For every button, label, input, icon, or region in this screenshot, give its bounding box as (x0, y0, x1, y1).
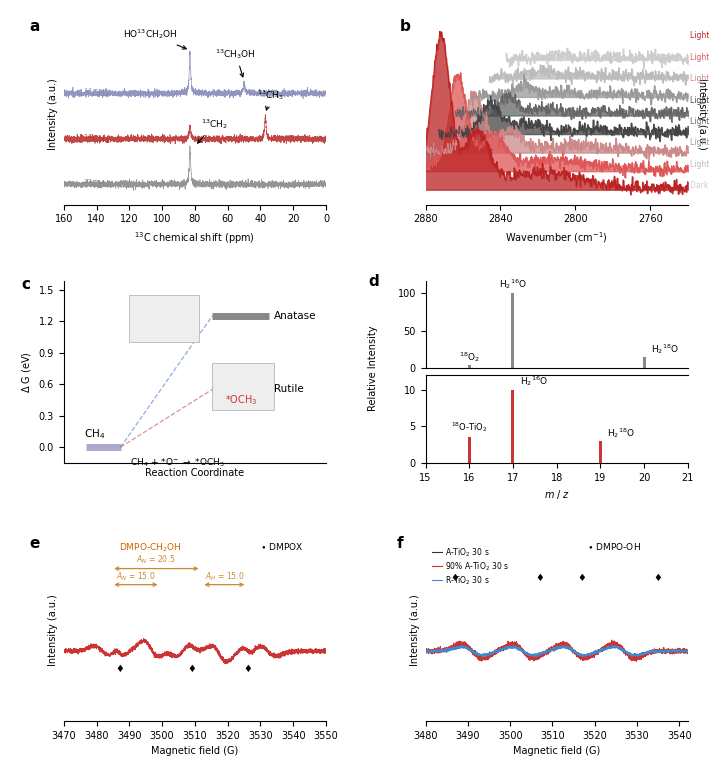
X-axis label: Magnetic field (G): Magnetic field (G) (513, 746, 601, 756)
Text: $A_N$ = 15.0: $A_N$ = 15.0 (116, 570, 156, 583)
R-TiO$_2$ 30 s (609, 641, 618, 650)
Bar (599, 441, 602, 463)
Text: $^{13}$CH$_4$: $^{13}$CH$_4$ (84, 132, 111, 146)
Text: Anatase: Anatase (274, 311, 316, 321)
Text: $^{12}$CH$_4$: $^{12}$CH$_4$ (84, 177, 111, 191)
Text: f: f (397, 535, 403, 551)
Text: $^{18}$O$_2$: $^{18}$O$_2$ (459, 350, 480, 364)
90% A-TiO$_2$ 30 s (533, 653, 542, 662)
90% A-TiO$_2$ 30 s (632, 657, 641, 666)
Y-axis label: Intensity (a.u.): Intensity (a.u.) (697, 78, 707, 150)
X-axis label: $^{13}$C chemical shift (ppm): $^{13}$C chemical shift (ppm) (135, 230, 255, 246)
Y-axis label: Intensity (a.u.): Intensity (a.u.) (48, 78, 58, 150)
Bar (511, 390, 515, 463)
Bar (468, 365, 471, 368)
Text: Light 20 min: Light 20 min (691, 74, 709, 83)
Text: d: d (368, 274, 379, 289)
90% A-TiO$_2$ 30 s (608, 636, 616, 645)
Text: ♦: ♦ (187, 663, 196, 673)
Bar (129, 295, 199, 342)
A-TiO$_2$ 30 s (679, 647, 687, 656)
A-TiO$_2$ 30 s (533, 650, 542, 660)
Text: Light 30 min: Light 30 min (691, 31, 709, 40)
Text: H$_2$$^{18}$O: H$_2$$^{18}$O (651, 341, 679, 356)
Y-axis label: $\Delta$ G (eV): $\Delta$ G (eV) (20, 351, 33, 393)
Text: H$_2$$^{16}$O: H$_2$$^{16}$O (499, 277, 527, 291)
A-TiO$_2$ 30 s (467, 645, 475, 654)
Text: ♦: ♦ (243, 663, 252, 673)
Text: ♦: ♦ (115, 663, 124, 673)
Text: H$_2$$^{18}$O: H$_2$$^{18}$O (607, 426, 635, 439)
Text: $\bullet$ DMPOX: $\bullet$ DMPOX (259, 541, 303, 552)
Text: a: a (30, 19, 40, 35)
Text: $A_N$ = 20.5: $A_N$ = 20.5 (136, 554, 175, 567)
Legend: A-TiO$_2$ 30 s, 90% A-TiO$_2$ 30 s, R-TiO$_2$ 30 s: A-TiO$_2$ 30 s, 90% A-TiO$_2$ 30 s, R-Ti… (430, 543, 512, 590)
Bar (642, 357, 646, 368)
90% A-TiO$_2$ 30 s (451, 640, 459, 649)
Text: ♦: ♦ (578, 572, 586, 583)
R-TiO$_2$ 30 s (532, 652, 540, 661)
Text: Light 15 min: Light 15 min (691, 96, 709, 104)
90% A-TiO$_2$ 30 s (421, 647, 430, 656)
Y-axis label: Intensity (a.u.): Intensity (a.u.) (410, 594, 420, 666)
Text: CH$_4$ + *O$^{-}$ $\rightarrow$ *OCH$_3$: CH$_4$ + *O$^{-}$ $\rightarrow$ *OCH$_3$ (130, 456, 225, 469)
Text: H$_2$$^{16}$O: H$_2$$^{16}$O (520, 374, 547, 388)
R-TiO$_2$ 30 s (683, 647, 692, 656)
X-axis label: Reaction Coordinate: Reaction Coordinate (145, 469, 245, 479)
A-TiO$_2$ 30 s (608, 640, 616, 649)
Text: Dark 30 min: Dark 30 min (691, 181, 709, 190)
A-TiO$_2$ 30 s (650, 647, 659, 656)
Text: Light 8 min: Light 8 min (691, 117, 709, 126)
Line: A-TiO$_2$ 30 s: A-TiO$_2$ 30 s (425, 644, 688, 658)
A-TiO$_2$ 30 s (522, 649, 530, 658)
R-TiO$_2$ 30 s (533, 650, 542, 660)
Text: *OCH$_3$: *OCH$_3$ (225, 393, 257, 407)
Text: HO$^{13}$CH$_2$OH: HO$^{13}$CH$_2$OH (123, 28, 186, 49)
Text: DMPO-CH$_2$OH: DMPO-CH$_2$OH (119, 541, 182, 554)
Text: ♦: ♦ (451, 572, 459, 583)
Bar (511, 292, 515, 368)
R-TiO$_2$ 30 s (522, 649, 530, 658)
Text: ♦: ♦ (535, 572, 544, 583)
Text: $^{13}$CH$_4$: $^{13}$CH$_4$ (84, 87, 111, 100)
R-TiO$_2$ 30 s (650, 648, 659, 657)
Bar (213, 363, 274, 410)
Text: $^{13}$CH$_2$: $^{13}$CH$_2$ (198, 117, 228, 143)
90% A-TiO$_2$ 30 s (522, 651, 530, 660)
R-TiO$_2$ 30 s (467, 646, 475, 655)
Text: e: e (30, 535, 40, 551)
R-TiO$_2$ 30 s (421, 646, 430, 655)
Line: R-TiO$_2$ 30 s: R-TiO$_2$ 30 s (425, 646, 688, 657)
Line: 90% A-TiO$_2$ 30 s: 90% A-TiO$_2$ 30 s (425, 640, 688, 661)
Text: Light 2 min: Light 2 min (691, 160, 709, 169)
Y-axis label: Intensity (a.u.): Intensity (a.u.) (48, 594, 58, 666)
Text: $^{13}$CH$_3$: $^{13}$CH$_3$ (257, 87, 284, 110)
A-TiO$_2$ 30 s (421, 645, 430, 654)
A-TiO$_2$ 30 s (683, 647, 692, 657)
X-axis label: Magnetic field (G): Magnetic field (G) (151, 746, 238, 756)
A-TiO$_2$ 30 s (479, 653, 488, 663)
Text: $^{13}$CH$_3$OH: $^{13}$CH$_3$OH (216, 47, 256, 77)
90% A-TiO$_2$ 30 s (683, 647, 692, 656)
90% A-TiO$_2$ 30 s (467, 645, 475, 654)
Text: CH$_4$: CH$_4$ (84, 427, 105, 441)
Text: $^{18}$O-TiO$_2$: $^{18}$O-TiO$_2$ (451, 420, 488, 434)
Text: Rutile: Rutile (274, 384, 303, 394)
X-axis label: $m$ / $z$: $m$ / $z$ (544, 488, 570, 501)
R-TiO$_2$ 30 s (451, 643, 459, 652)
Text: Light 25 min: Light 25 min (691, 53, 709, 61)
Text: $\bullet$ DMPO-OH: $\bullet$ DMPO-OH (587, 541, 641, 552)
Text: ♦: ♦ (654, 572, 662, 583)
X-axis label: Wavenumber (cm$^{-1}$): Wavenumber (cm$^{-1}$) (506, 230, 608, 245)
Y-axis label: Relative Intensity: Relative Intensity (369, 326, 379, 411)
90% A-TiO$_2$ 30 s (650, 648, 659, 657)
Text: Light 4 min: Light 4 min (691, 139, 709, 147)
A-TiO$_2$ 30 s (451, 643, 459, 652)
Text: $A_H$ = 15.0: $A_H$ = 15.0 (205, 570, 244, 583)
Text: b: b (399, 19, 411, 35)
R-TiO$_2$ 30 s (679, 647, 687, 656)
Text: c: c (22, 278, 31, 292)
Bar (468, 437, 471, 463)
90% A-TiO$_2$ 30 s (679, 647, 687, 657)
